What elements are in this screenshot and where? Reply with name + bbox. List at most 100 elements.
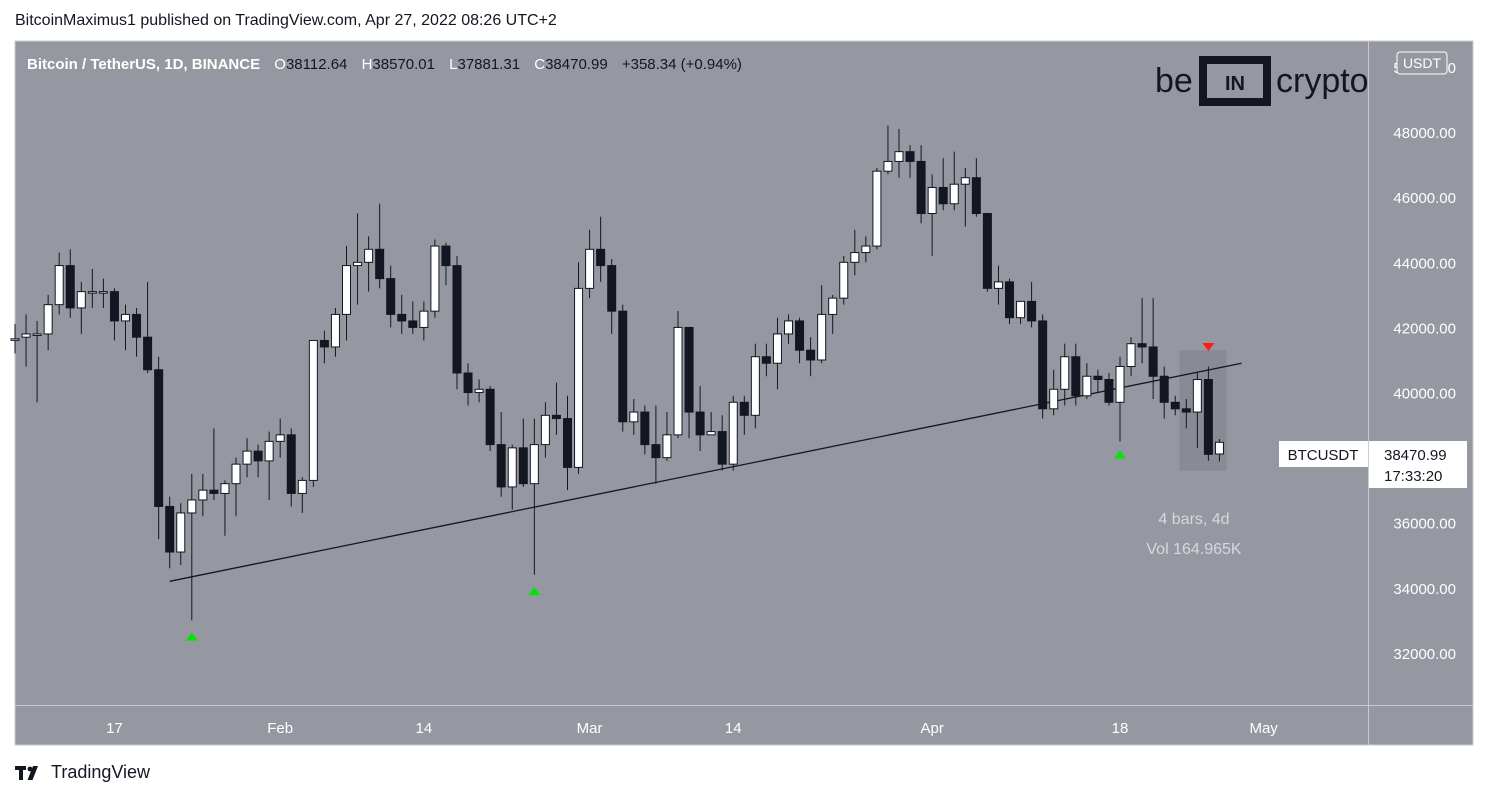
- time-tick-label: Feb: [267, 720, 293, 737]
- candle: [463, 363, 473, 406]
- candle-body: [684, 326, 694, 413]
- candle: [651, 405, 661, 484]
- candle-body: [971, 177, 981, 215]
- candle: [1126, 337, 1136, 377]
- time-tick-label: 17: [106, 720, 123, 737]
- candle: [286, 428, 296, 507]
- candle: [806, 337, 816, 377]
- candle: [43, 294, 53, 351]
- symbol-badge-label: BTCUSDT: [1288, 447, 1359, 464]
- candle: [87, 268, 97, 308]
- logo-be: be: [1155, 62, 1193, 100]
- tradingview-wordmark: TradingView: [51, 762, 151, 782]
- candle: [662, 412, 672, 461]
- time-tick-label: May: [1249, 720, 1278, 737]
- candle-body: [198, 489, 208, 501]
- low-value: 37881.31: [458, 56, 521, 73]
- candle-body: [662, 434, 672, 459]
- time-tick-label: Apr: [920, 720, 943, 737]
- candle-body: [1082, 375, 1092, 397]
- candle: [1071, 343, 1081, 406]
- open-label: O: [274, 56, 286, 73]
- candle-body: [596, 248, 606, 267]
- candle-body: [817, 313, 827, 361]
- candle: [761, 343, 771, 377]
- candle-body: [717, 431, 727, 465]
- candle-body: [1071, 356, 1081, 397]
- candle: [496, 412, 506, 497]
- time-axis[interactable]: [15, 706, 1368, 745]
- candle-body: [872, 170, 882, 247]
- candle: [485, 386, 495, 452]
- candle: [1005, 278, 1014, 325]
- candle-body: [1126, 343, 1136, 367]
- candle: [408, 301, 418, 334]
- candle: [297, 477, 307, 513]
- last-price-badge: [1369, 441, 1467, 488]
- candle-body: [982, 213, 992, 289]
- candle-body: [673, 326, 683, 436]
- candle-body: [375, 248, 385, 280]
- candle-body: [806, 349, 816, 361]
- candle: [154, 356, 164, 539]
- candle-body: [286, 434, 296, 494]
- candle: [198, 473, 208, 517]
- candle-body: [220, 483, 230, 494]
- candle-body: [1027, 300, 1037, 322]
- time-axis-ticks: 17 Feb 14 Mar 14 Apr 18 May: [106, 720, 1278, 737]
- candle-body: [441, 245, 451, 267]
- candle: [1137, 298, 1147, 364]
- candle: [353, 213, 363, 305]
- candle-body: [253, 450, 263, 462]
- candle: [1214, 439, 1224, 462]
- candle: [772, 317, 782, 390]
- candle: [618, 304, 628, 432]
- candle-body: [1148, 346, 1158, 377]
- candle: [474, 379, 484, 403]
- candle: [1093, 369, 1103, 393]
- symbol-title: Bitcoin / TetherUS, 1D, BINANCE: [27, 56, 260, 73]
- currency-badge[interactable]: [1396, 51, 1448, 75]
- candle: [883, 125, 893, 175]
- rejection-marker: [1202, 342, 1215, 351]
- candle-body: [132, 313, 142, 338]
- candle: [264, 431, 274, 500]
- price-tick-label: 48000.00: [1393, 125, 1456, 142]
- candle-body: [109, 291, 119, 322]
- support-touch-marker: [1114, 450, 1126, 459]
- chart-frame: [14, 40, 1474, 746]
- candle-body: [430, 245, 440, 312]
- candle: [165, 496, 175, 569]
- published-line: BitcoinMaximus1 published on TradingView…: [15, 12, 557, 29]
- range-bars-label: 4 bars, 4d: [1158, 511, 1229, 528]
- candle-body: [87, 291, 97, 294]
- candle-body: [419, 310, 429, 328]
- support-touch-marker: [185, 632, 198, 641]
- candle: [540, 402, 550, 458]
- candle-body: [728, 401, 738, 465]
- candle: [1104, 373, 1114, 406]
- candle-body: [850, 252, 860, 263]
- candle: [1049, 369, 1059, 416]
- symbol-badge: [1279, 441, 1368, 467]
- candle-body: [629, 411, 639, 423]
- candle-body: [485, 388, 495, 446]
- candle-body: [795, 320, 805, 351]
- candle: [960, 167, 970, 227]
- candle-body: [1093, 375, 1103, 381]
- candle: [640, 405, 650, 455]
- candle-body: [916, 160, 926, 215]
- price-tick-label: 44000.00: [1393, 255, 1456, 272]
- candle: [220, 480, 230, 536]
- candle-body: [154, 369, 164, 507]
- candle-body: [1170, 401, 1180, 410]
- price-axis[interactable]: [1369, 41, 1473, 705]
- candle-body: [507, 447, 517, 488]
- candle: [364, 236, 374, 292]
- candle: [76, 281, 86, 334]
- candle-body: [231, 463, 241, 485]
- candle-body: [496, 444, 506, 488]
- price-tick-label: 46000.00: [1393, 190, 1456, 207]
- candle-body: [54, 265, 64, 306]
